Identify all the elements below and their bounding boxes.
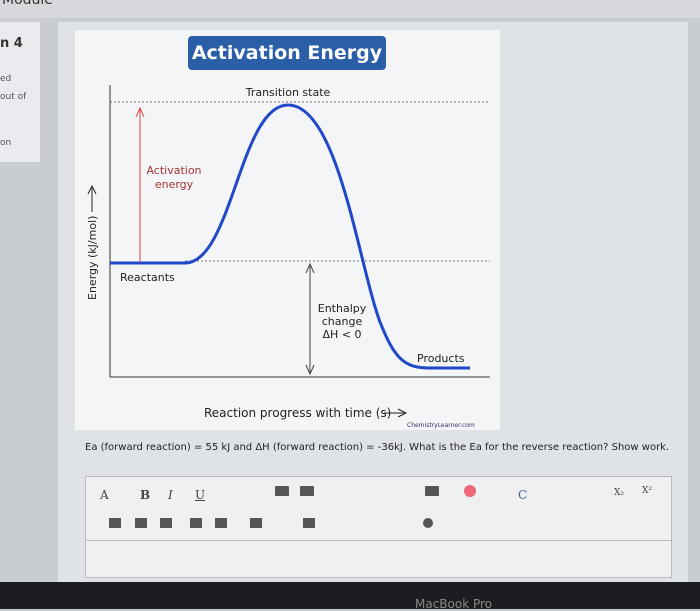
enthalpy-label: Enthalpy (318, 302, 367, 315)
underline-button[interactable]: U (195, 488, 206, 502)
enthalpy-label: ΔH < 0 (322, 328, 361, 341)
sidebar-item: ed (0, 74, 12, 84)
x-axis-label: Reaction progress with time (s) (204, 406, 391, 420)
enthalpy-label: change (322, 315, 363, 328)
title-box (188, 36, 386, 70)
diagram-bg (75, 30, 500, 430)
italic-button[interactable]: I (168, 488, 173, 502)
superscript-button[interactable]: X² (642, 486, 653, 496)
diagram-title: Activation Energy (192, 42, 383, 64)
question-number: n 4 (0, 36, 23, 51)
editor[interactable] (85, 476, 672, 578)
question-text: Ea (forward reaction) = 55 kJ and ΔH (fo… (85, 442, 670, 453)
arrow-head (135, 106, 145, 118)
toolbar-icons (109, 485, 476, 528)
energy-curve (110, 103, 470, 370)
energy-diagram: Activation Energy Transition state Activ… (75, 30, 500, 430)
icons (109, 485, 476, 528)
top-bar (0, 0, 700, 18)
transition-label: Transition state (245, 86, 331, 99)
y-axis-label: Energy (kJ/mol) (86, 216, 99, 300)
x-arrow (384, 408, 408, 418)
bezel (0, 582, 700, 609)
font-color-button[interactable]: A (100, 488, 109, 502)
subscript-button[interactable]: X₂ (614, 488, 625, 498)
clear-button[interactable]: C (518, 488, 528, 502)
device-label: MacBook Pro (415, 597, 493, 611)
arrow-heads (305, 262, 315, 376)
products-label: Products (417, 352, 465, 365)
activation-label: Activation (146, 164, 201, 177)
sidebar-item: on (0, 138, 12, 148)
y-arrow (87, 184, 97, 212)
module-label: Module (2, 0, 53, 8)
reactants-label: Reactants (120, 271, 175, 284)
sidebar (0, 22, 40, 162)
sidebar-item: out of (0, 92, 27, 102)
credit: ChemistryLearner.com (407, 422, 475, 429)
toolbar-divider (85, 540, 672, 541)
activation-label: energy (155, 178, 194, 191)
bold-button[interactable]: B (140, 488, 151, 502)
